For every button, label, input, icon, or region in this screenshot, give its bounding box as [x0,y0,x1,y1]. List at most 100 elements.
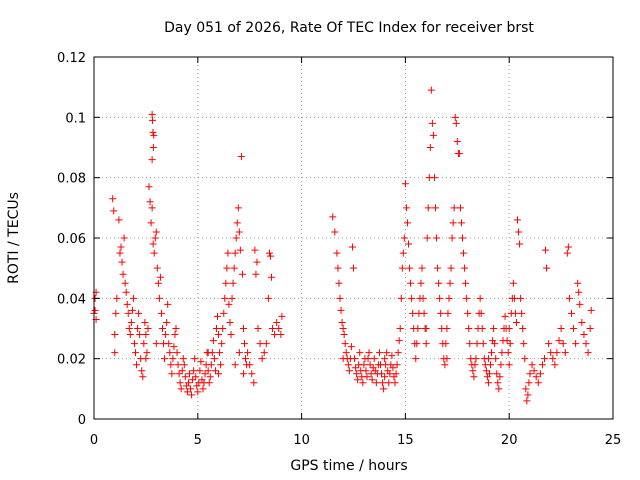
x-axis-label: GPS time / hours [290,458,407,474]
data-point [341,340,349,348]
data-point [471,361,479,369]
data-point [350,264,357,272]
data-point [214,312,222,320]
data-point [452,119,460,127]
data-point [442,340,450,348]
data-point [547,349,555,357]
data-point [246,361,254,369]
data-point [492,355,500,363]
data-point [181,373,189,381]
data-point [331,228,339,236]
data-point [344,361,352,369]
data-point [119,270,127,278]
data-point [551,361,559,369]
data-point [396,325,404,332]
data-point [375,349,383,357]
data-point [441,361,449,369]
data-point [501,312,509,320]
data-point [120,234,128,242]
data-point [450,204,458,212]
data-point [422,325,430,332]
data-point [365,349,373,357]
data-point [557,325,565,332]
data-point [451,113,459,121]
data-point [235,228,243,236]
data-point [111,349,119,357]
data-point [174,361,182,369]
data-point [455,150,463,158]
data-point [129,294,137,302]
data-point [230,264,238,272]
data-point [156,273,164,281]
data-point [205,379,213,387]
data-point [232,234,240,242]
data-point [488,349,496,357]
y-tick-label: 0.06 [57,232,86,247]
data-point [484,355,492,363]
data-point [150,249,158,257]
data-point [220,309,228,317]
data-point [487,361,495,369]
data-point [241,340,249,348]
data-point [565,294,573,302]
data-point [190,367,198,375]
data-point [242,355,250,363]
data-point [578,318,586,326]
data-point [490,325,498,332]
data-point [225,300,233,308]
data-point [127,318,135,326]
y-tick-label: 0.08 [57,172,86,187]
data-point [271,331,279,339]
data-point [167,361,175,369]
data-point [345,367,353,375]
data-point [494,379,502,387]
data-point [516,240,524,248]
data-point [582,340,590,348]
data-point [335,279,343,287]
data-point [449,219,457,227]
data-point [128,306,136,314]
data-point [476,294,484,302]
data-point [142,331,150,339]
data-point [173,349,181,357]
data-point [477,309,485,317]
data-point [150,131,158,139]
data-point [151,234,159,242]
data-point [534,379,542,387]
data-point [430,174,438,182]
data-point [542,246,550,254]
data-point [453,137,461,145]
data-point [223,264,231,272]
data-point [460,249,468,257]
data-point [584,349,592,357]
data-point [444,309,452,317]
data-point [517,294,525,302]
data-point [386,370,394,378]
y-tick-label: 0 [78,413,86,428]
data-point [532,373,540,381]
data-point [498,349,506,357]
data-point [256,340,264,348]
data-point [165,340,173,348]
data-point [418,264,426,272]
data-point [218,340,226,348]
data-point [161,355,169,363]
data-point [179,355,187,363]
data-point [446,279,454,287]
data-point [142,355,150,363]
x-tick-label: 25 [605,433,622,448]
data-point [118,258,126,266]
data-point [145,183,153,191]
data-point [177,385,185,393]
data-point [526,370,534,378]
data-point [466,340,474,348]
data-point [381,355,389,363]
data-point [401,180,409,188]
data-point [239,370,247,378]
data-point [143,349,151,357]
data-point [166,349,174,357]
data-point [221,294,229,302]
data-point [398,264,406,272]
data-point [211,367,219,375]
